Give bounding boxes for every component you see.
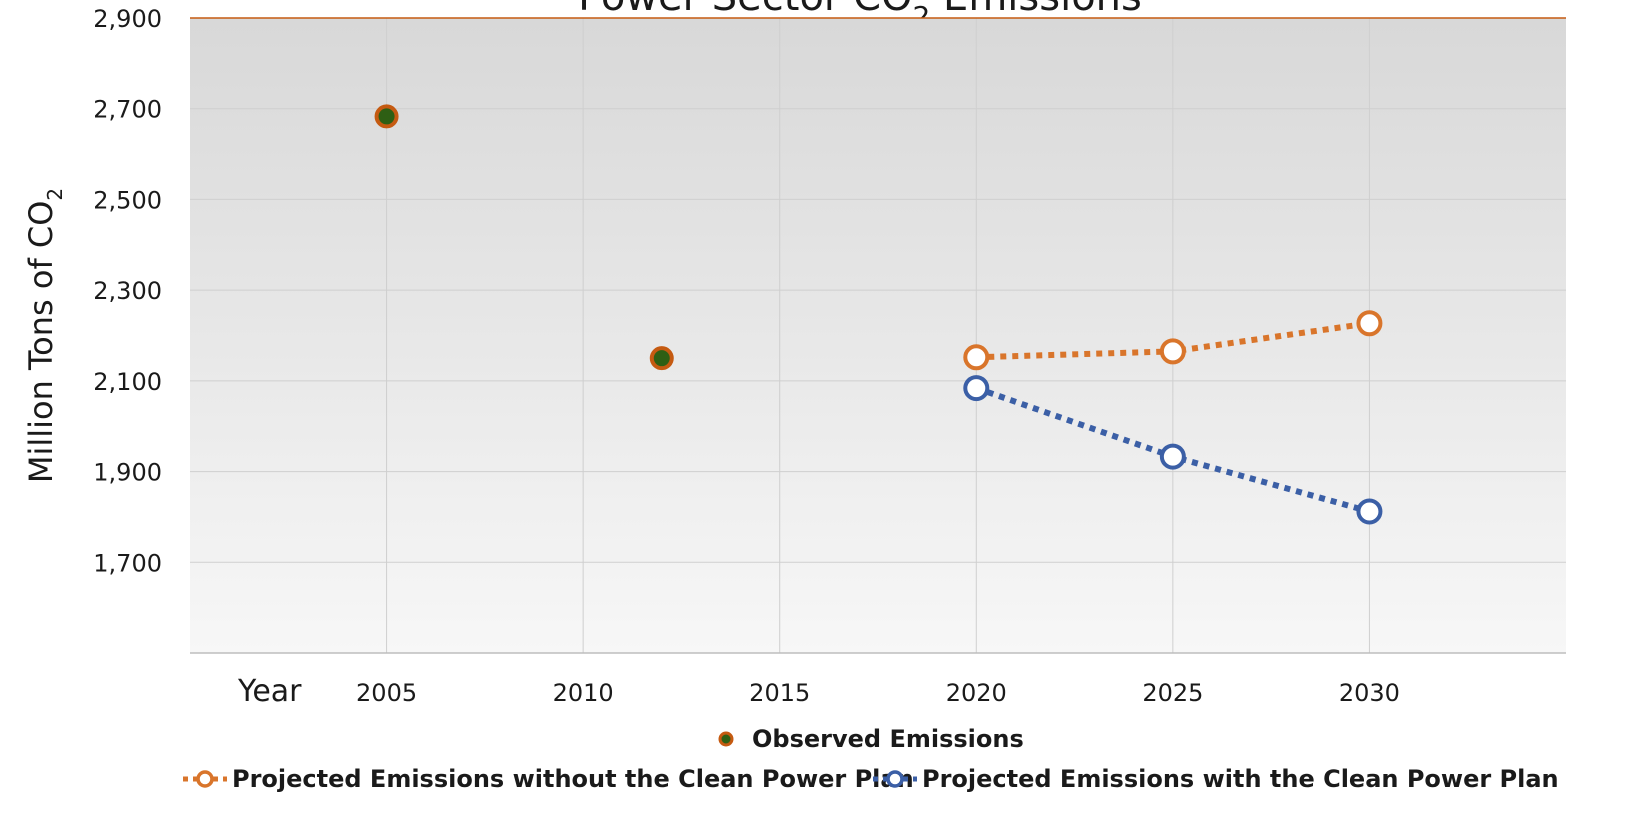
legend-marker-observed [718,731,734,747]
series-layer [374,104,1383,525]
y-tick-label: 1,700 [93,549,162,577]
series-2 [963,375,1383,525]
x-tick-label: 2015 [749,679,810,707]
series-1 [963,310,1383,371]
series-0 [374,104,674,371]
x-tick-label: 2030 [1339,679,1400,707]
x-tick-label: 2010 [553,679,614,707]
y-tick-label: 2,900 [93,5,162,33]
plot-area [190,18,1566,653]
data-point [1159,443,1186,470]
data-point [963,375,990,402]
y-tick-label: 2,500 [93,186,162,214]
y-tick-label: 1,900 [93,459,162,487]
y-tick-label: 2,300 [93,277,162,305]
grid-lines [190,17,1566,653]
legend-marker-with-cpp [886,770,904,788]
data-point [1159,338,1186,365]
y-tick-label: 2,100 [93,368,162,396]
data-point [1356,310,1383,337]
y-tick-label: 2,700 [93,96,162,124]
legend-label-observed: Observed Emissions [752,725,1024,753]
x-tick-label: 2005 [356,679,417,707]
legend-label-with-cpp: Projected Emissions with the Clean Power… [922,765,1559,793]
legend-marker-without-cpp [196,770,214,788]
data-point [649,346,674,371]
x-axis-label: Year [237,674,302,709]
data-point [374,104,399,129]
legend: Observed Emissions Projected Emissions wi… [183,725,1559,793]
x-tick-label: 2020 [946,679,1007,707]
chart-title: Power Sector CO2 Emissions [578,0,1142,33]
y-axis-ticks: 1,700 1,900 2,100 2,300 2,500 2,700 2,900 [93,5,162,577]
x-axis-ticks: 2005 2010 2015 2020 2025 2030 [356,679,1400,707]
data-point [1356,498,1383,525]
y-axis-label: Million Tons of CO2 [22,188,67,483]
legend-label-without-cpp: Projected Emissions without the Clean Po… [232,765,914,793]
data-point [963,344,990,371]
x-tick-label: 2025 [1142,679,1203,707]
